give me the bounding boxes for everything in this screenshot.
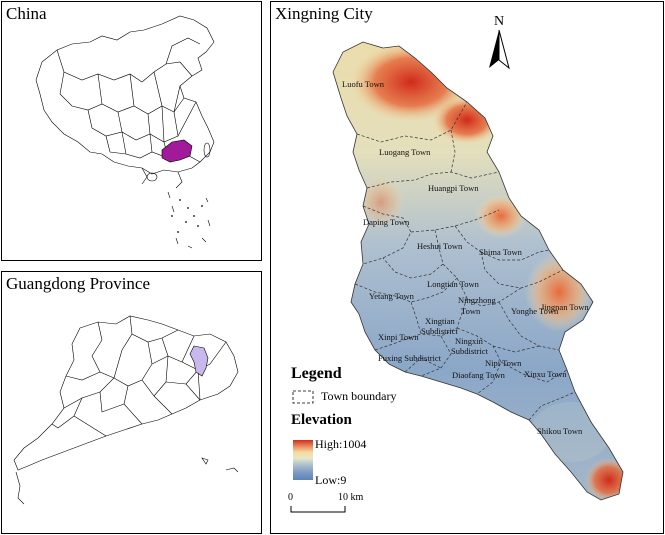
guangdong-outline-map: [13, 315, 239, 505]
town-label-xinpi: Xinpi Town: [378, 332, 419, 342]
city-boundary: [332, 41, 624, 501]
scale-bar: [290, 506, 346, 513]
town-label-luogang: Luogang Town: [379, 147, 431, 157]
xingning-elevation-map: [290, 29, 624, 513]
town-label-daping: Daping Town: [363, 217, 410, 227]
town-label-diaofang: Diaofang Town: [452, 370, 505, 380]
town-label-yetang: Yetang Town: [369, 291, 414, 301]
legend-title: Legend: [291, 365, 342, 382]
town-label-xingtian: Xingtian: [425, 316, 455, 326]
town-label-luofu: Luofu Town: [342, 79, 384, 89]
elevation-legend-title: Elevation: [291, 412, 352, 428]
town-label-ningxin-subdistrict: Subdistrict: [451, 346, 488, 356]
scale-bar-zero: 0: [288, 492, 293, 503]
xingning-main-map: Xingning City: [270, 1, 664, 534]
china-map-title: China: [6, 4, 47, 23]
town-label-longtian: Longtian Town: [427, 279, 479, 289]
town-label-heshui: Heshui Town: [417, 241, 463, 251]
elevation-high-label: High:1004: [315, 437, 367, 451]
town-label-yonghe: Yonghe Town: [511, 306, 559, 316]
town-label-fuxing: Fuxing Subdistrict: [378, 353, 442, 363]
china-inset-map: China: [1, 1, 262, 261]
north-arrow-icon: [489, 29, 510, 70]
town-label-ningxin: Ningxin: [455, 336, 483, 346]
town-label-xingtian-subdistrict: Subdistrict: [421, 326, 458, 336]
town-label-shima: Shima Town: [479, 247, 522, 257]
xingning-map-title: Xingning City: [275, 4, 373, 23]
town-label-jingnan: Jingnan Town: [541, 302, 589, 312]
town-boundary-legend-label: Town boundary: [321, 389, 397, 403]
town-label-huangpi: Huangpi Town: [428, 183, 479, 193]
town-label-xinxu: Xinxu Town: [524, 369, 567, 379]
town-boundaries: [354, 101, 576, 421]
town-label-ningzhong-town: Town: [461, 306, 481, 316]
scale-bar-end: 10 km: [338, 492, 364, 503]
elevation-low-label: Low:9: [315, 473, 347, 487]
elevation-ramp: [293, 440, 313, 480]
town-label-shikou: Shikou Town: [537, 426, 583, 436]
guangdong-map-title: Guangdong Province: [6, 274, 151, 293]
guangdong-inset-map: Guangdong Province: [1, 271, 262, 534]
town-label-nipi: Nipi Town: [485, 358, 522, 368]
town-boundary-legend-icon: [292, 390, 314, 404]
north-arrow-label: N: [494, 14, 505, 29]
china-outline-map: [35, 15, 215, 249]
town-label-ningzhong: Ningzhong: [458, 295, 496, 305]
